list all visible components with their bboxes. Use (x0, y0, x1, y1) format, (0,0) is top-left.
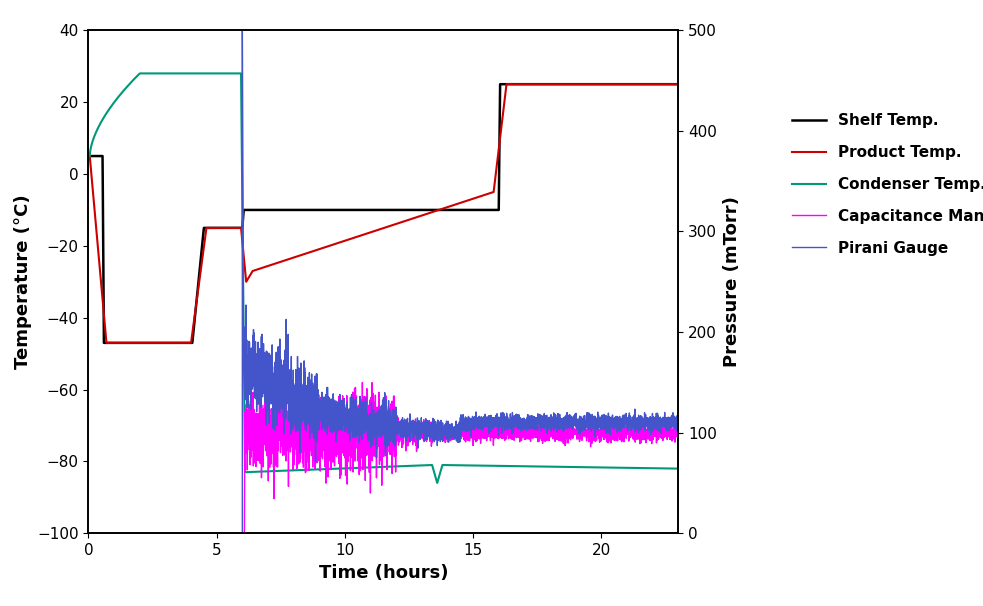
Shelf Temp. (219, 224, 231, 231)
Capacitance Mannometer (260, 365, 271, 373)
Capacitance Mannometer (643, 430, 655, 437)
Pirani Gauge (426, 430, 437, 437)
Condenser Temp. (219, 70, 231, 77)
Pirani Gauge (672, 416, 684, 423)
Line: Condenser Temp.: Condenser Temp. (88, 73, 678, 483)
Shelf Temp. (98, 339, 110, 347)
Shelf Temp. (672, 81, 684, 88)
Capacitance Mannometer (446, 430, 458, 438)
Condenser Temp. (223, 70, 235, 77)
Condenser Temp. (134, 70, 145, 77)
Capacitance Mannometer (547, 430, 558, 437)
Product Temp. (347, 235, 359, 242)
Pirani Gauge (237, 27, 249, 34)
X-axis label: Time (hours): Time (hours) (318, 564, 448, 582)
Condenser Temp. (226, 70, 238, 77)
Product Temp. (500, 81, 512, 88)
Product Temp. (226, 224, 238, 231)
Pirani Gauge (547, 419, 558, 427)
Shelf Temp. (83, 153, 94, 160)
Product Temp. (667, 81, 679, 88)
Pirani Gauge (630, 423, 642, 430)
Capacitance Mannometer (427, 424, 438, 431)
Legend: Shelf Temp., Product Temp., Condenser Temp., Capacitance Mannometer, Pirani Gaug: Shelf Temp., Product Temp., Condenser Te… (792, 113, 983, 256)
Shelf Temp. (223, 224, 235, 231)
Product Temp. (83, 153, 94, 160)
Product Temp. (100, 339, 112, 347)
Line: Shelf Temp.: Shelf Temp. (88, 84, 678, 343)
Product Temp. (672, 81, 684, 88)
Condenser Temp. (667, 465, 679, 472)
Y-axis label: Temperature (°C): Temperature (°C) (14, 195, 31, 369)
Shelf Temp. (226, 224, 238, 231)
Capacitance Mannometer (238, 530, 250, 537)
Product Temp. (223, 224, 235, 231)
Pirani Gauge (445, 426, 457, 433)
Y-axis label: Pressure (mTorr): Pressure (mTorr) (723, 196, 740, 367)
Capacitance Mannometer (672, 427, 684, 434)
Capacitance Mannometer (524, 436, 536, 443)
Pirani Gauge (237, 530, 249, 537)
Shelf Temp. (494, 81, 506, 88)
Pirani Gauge (643, 425, 655, 433)
Pirani Gauge (524, 422, 536, 430)
Line: Capacitance Mannometer: Capacitance Mannometer (244, 369, 678, 533)
Condenser Temp. (347, 464, 359, 471)
Capacitance Mannometer (630, 427, 642, 434)
Line: Pirani Gauge: Pirani Gauge (243, 30, 678, 533)
Shelf Temp. (305, 206, 317, 213)
Shelf Temp. (667, 81, 679, 88)
Line: Product Temp.: Product Temp. (88, 84, 678, 343)
Condenser Temp. (672, 465, 684, 472)
Product Temp. (219, 224, 231, 231)
Condenser Temp. (305, 466, 317, 473)
Condenser Temp. (83, 153, 94, 160)
Product Temp. (305, 248, 317, 256)
Condenser Temp. (432, 479, 443, 487)
Shelf Temp. (347, 206, 359, 213)
